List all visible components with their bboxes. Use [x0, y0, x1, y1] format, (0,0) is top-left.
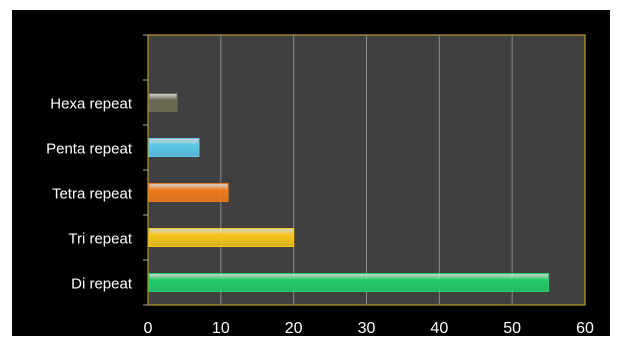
bar-penta-repeat — [148, 138, 200, 157]
x-tick-40: 40 — [430, 320, 448, 337]
bars — [148, 93, 550, 292]
category-label-hexa-repeat: Hexa repeat — [50, 96, 133, 113]
bar-hexa-repeat — [148, 93, 178, 112]
category-label-penta-repeat: Penta repeat — [46, 141, 133, 158]
gridlines — [143, 34, 513, 306]
category-label-tetra-repeat: Tetra repeat — [52, 186, 133, 203]
bar-tetra-repeat — [148, 183, 229, 202]
x-tick-30: 30 — [358, 320, 376, 337]
bar-tri-repeat — [148, 228, 295, 247]
x-tick-10: 10 — [212, 320, 230, 337]
bar-di-repeat — [148, 273, 550, 292]
category-label-di-repeat: Di repeat — [71, 276, 133, 293]
x-tick-20: 20 — [285, 320, 303, 337]
x-tick-0: 0 — [144, 320, 153, 337]
category-labels: Di repeat Tri repeat Tetra repeat Penta rep… — [46, 96, 133, 293]
x-tick-60: 60 — [576, 320, 594, 337]
x-tick-50: 50 — [503, 320, 521, 337]
x-tick-labels: 0 10 20 30 40 50 60 — [144, 320, 594, 337]
category-label-tri-repeat: Tri repeat — [68, 231, 132, 248]
